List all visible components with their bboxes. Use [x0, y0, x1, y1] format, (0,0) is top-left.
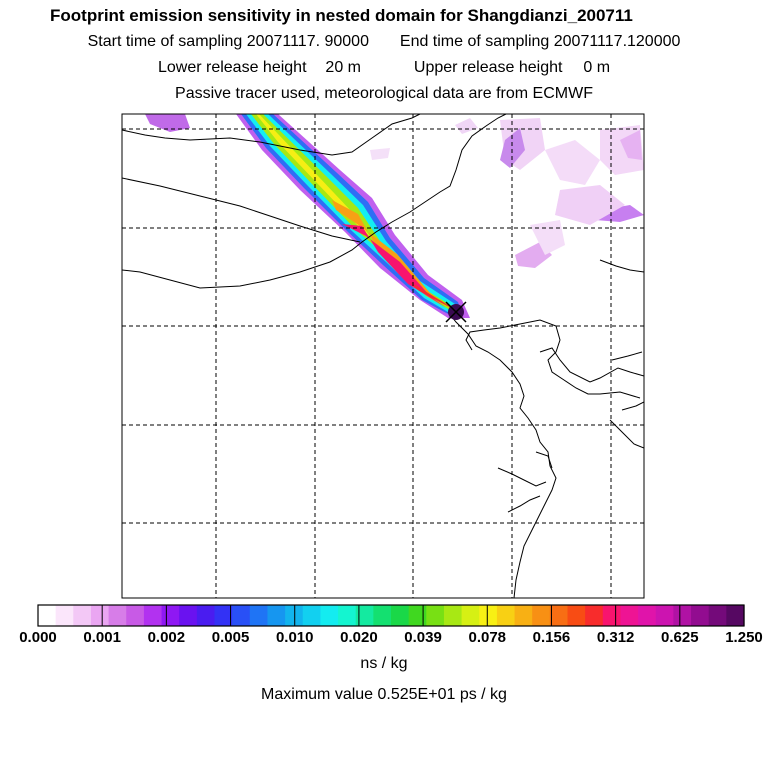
colorbar-tick-label: 0.000 [19, 629, 57, 646]
colorbar-tick-label: 0.625 [661, 629, 699, 646]
start-time-label: Start time of sampling [87, 33, 243, 50]
release-heights: Lower release height 20 m Upper release … [0, 59, 768, 77]
end-time-value: 20071117.120000 [553, 33, 681, 50]
release-site-x-icon [445, 301, 467, 323]
colorbar-tick-label: 0.039 [404, 629, 442, 646]
colorbar-cell [549, 605, 569, 626]
lower-height-label: Lower release height [157, 59, 307, 76]
colorbar-cell [655, 605, 674, 626]
colorbar-tick-label: 0.020 [340, 629, 378, 646]
colorbar-tick-label: 0.005 [211, 629, 250, 646]
colorbar-cell [320, 605, 339, 626]
colorbar-cell [567, 605, 586, 626]
maximum-value-label: Maximum value [261, 686, 374, 703]
maximum-value-number: 0.525E+01 ps / kg [377, 686, 507, 703]
colorbar-cell [161, 605, 180, 626]
colorbar-cell [338, 605, 357, 626]
colorbar-tick-label: 0.002 [147, 629, 186, 646]
upper-height-value: 0 m [583, 59, 611, 76]
colorbar [38, 605, 745, 626]
colorbar-cell [108, 605, 127, 626]
colorbar-cell [602, 605, 622, 626]
colorbar-cell [355, 605, 374, 626]
colorbar-cell [408, 605, 427, 626]
colorbar-tick-label: 0.078 [468, 629, 507, 646]
colorbar-cell [373, 605, 392, 626]
colorbar-cell [514, 605, 533, 626]
end-time-label: End time of sampling [399, 33, 550, 50]
colorbar-cell [302, 605, 321, 626]
figure-title: Footprint emission sensitivity in nested… [50, 6, 633, 25]
colorbar-cell [90, 605, 110, 626]
lower-height-value: 20 m [325, 59, 361, 76]
colorbar-cell [691, 605, 710, 626]
map-content [122, 114, 644, 598]
colorbar-cell [214, 605, 233, 626]
colorbar-frame [37, 604, 745, 627]
colorbar-cell [232, 605, 251, 626]
colorbar-cell [55, 605, 74, 626]
colorbar-tick-label: 0.001 [83, 629, 121, 646]
colorbar-cell [426, 605, 445, 626]
plume [236, 114, 470, 318]
colorbar-cell [267, 605, 286, 626]
colorbar-cell [638, 605, 657, 626]
graticule [122, 114, 644, 598]
colorbar-cell [38, 605, 57, 626]
colorbar-ticks [37, 605, 745, 626]
colorbar-cell [620, 605, 639, 626]
colorbar-cell [443, 605, 463, 626]
colorbar-cell [143, 605, 163, 626]
tracer-note: Passive tracer used, meteorological data… [175, 85, 593, 102]
colorbar-cell [391, 605, 410, 626]
colorbar-units: ns / kg [360, 655, 408, 672]
colorbar-cell [726, 605, 745, 626]
colorbar-tick-label: 1.250 [725, 629, 763, 646]
start-time-value: 20071117. 90000 [246, 33, 369, 50]
colorbar-cell [673, 605, 692, 626]
colorbar-cell [196, 605, 216, 626]
colorbar-cell [708, 605, 727, 626]
colorbar-cell [461, 605, 480, 626]
map-frame [121, 113, 645, 599]
colorbar-tick-label: 0.312 [596, 629, 635, 646]
colorbar-cell [126, 605, 145, 626]
colorbar-cell [532, 605, 551, 626]
colorbar-cell [585, 605, 604, 626]
colorbar-cell [496, 605, 516, 626]
colorbar-cell [179, 605, 198, 626]
weak-sensitivity-patches [145, 114, 644, 268]
sampling-times: Start time of sampling 20071117. 90000 E… [0, 33, 768, 51]
colorbar-tick-label: 0.010 [275, 629, 314, 646]
maximum-value: Maximum value 0.525E+01 ps / kg [0, 686, 768, 704]
coastlines [122, 114, 644, 598]
colorbar-cell [249, 605, 269, 626]
colorbar-cell [285, 605, 304, 626]
colorbar-tick-label: 0.156 [532, 629, 571, 646]
upper-height-label: Upper release height [413, 59, 563, 76]
colorbar-cell [479, 605, 498, 626]
colorbar-cell [73, 605, 92, 626]
